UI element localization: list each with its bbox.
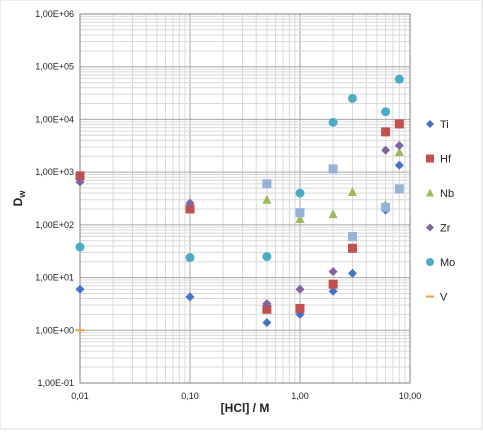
data-point-zr (262, 299, 272, 309)
y-tick-label: 1,00E+04 (35, 114, 74, 124)
data-point-hf (347, 243, 357, 253)
grid (79, 14, 410, 384)
data-point-zr (75, 177, 85, 187)
x-axis-label: [HCl] / M (221, 401, 270, 415)
x-tick-label: 10,00 (399, 391, 422, 401)
data-point-ti (328, 286, 338, 296)
data-point-nb (347, 187, 357, 197)
data-point-unlabeled (347, 232, 357, 242)
data-point-zr (185, 198, 195, 208)
legend-marker-v (426, 295, 434, 298)
legend-label-mo: Mo (440, 257, 455, 269)
data-point-mo (381, 107, 391, 117)
axis-ticks: 1,00E-01 1,00E+00 1,00E+01 1,00E+02 1,00E+03… (35, 9, 421, 401)
data-point-unlabeled (295, 208, 305, 218)
data-point-mo (185, 253, 195, 263)
data-point-ti (394, 160, 404, 170)
legend-label-hf: Hf (440, 154, 452, 166)
x-tick-label: 1,00 (291, 391, 309, 401)
legend-marker-ti (426, 120, 434, 128)
y-axis-label-main: D (11, 197, 25, 206)
legend-marker-nb (426, 188, 434, 197)
data-point-mo (328, 117, 338, 127)
data-point-unlabeled (262, 179, 272, 189)
data-point-mo (394, 74, 404, 84)
y-tick-label: 1,00E+00 (35, 325, 74, 335)
legend-marker-zr (426, 223, 434, 232)
legend-label-nb: Nb (440, 188, 454, 200)
data-point-ti (347, 268, 357, 278)
data-point-unlabeled (394, 184, 404, 194)
data-point-unlabeled (328, 164, 338, 174)
plot-area-frame (79, 13, 411, 384)
y-tick-label: 1,00E+05 (35, 62, 74, 72)
data-point-mo (347, 93, 357, 103)
data-point-zr (381, 145, 391, 155)
data-point-zr (328, 267, 338, 277)
data-point-hf (75, 171, 85, 181)
x-tick-label: 0,01 (71, 391, 89, 401)
y-tick-label: 1,00E+01 (35, 273, 74, 283)
data-point-ti (75, 284, 85, 294)
y-tick-label: 1,00E+06 (35, 9, 74, 19)
y-axis-label: Dw (11, 190, 27, 207)
data-point-ti (262, 318, 272, 328)
y-tick-label: 1,00E+03 (35, 167, 74, 177)
legend-label-zr: Zr (440, 223, 451, 235)
data-point-mo (75, 242, 85, 252)
data-point-ti (185, 292, 195, 302)
data-points (75, 74, 404, 332)
data-point-nb (262, 194, 272, 204)
data-point-mo (262, 252, 272, 262)
data-point-nb (295, 213, 305, 223)
data-point-hf (394, 119, 404, 129)
data-point-zr (394, 141, 404, 151)
data-point-hf (381, 127, 391, 137)
legend-marker-hf (426, 154, 434, 163)
legend-label-ti: Ti (440, 119, 449, 131)
data-point-v (75, 329, 85, 332)
y-axis-label-subscript: w (17, 190, 27, 199)
data-point-zr (295, 284, 305, 294)
data-point-nb (328, 209, 338, 219)
legend-marker-mo (426, 258, 434, 266)
data-point-hf (295, 303, 305, 313)
data-point-nb (394, 147, 404, 157)
data-point-hf (262, 304, 272, 314)
y-tick-label: 1,00E-01 (37, 378, 74, 388)
y-tick-label: 1,00E+02 (35, 220, 74, 230)
data-point-mo (295, 188, 305, 198)
x-tick-label: 0,10 (181, 391, 199, 401)
data-point-unlabeled (381, 202, 391, 212)
data-point-hf (185, 204, 195, 214)
legend-label-v: V (440, 292, 448, 304)
data-point-hf (328, 279, 338, 289)
legend: Ti Hf Nb Zr Mo V (426, 119, 455, 304)
